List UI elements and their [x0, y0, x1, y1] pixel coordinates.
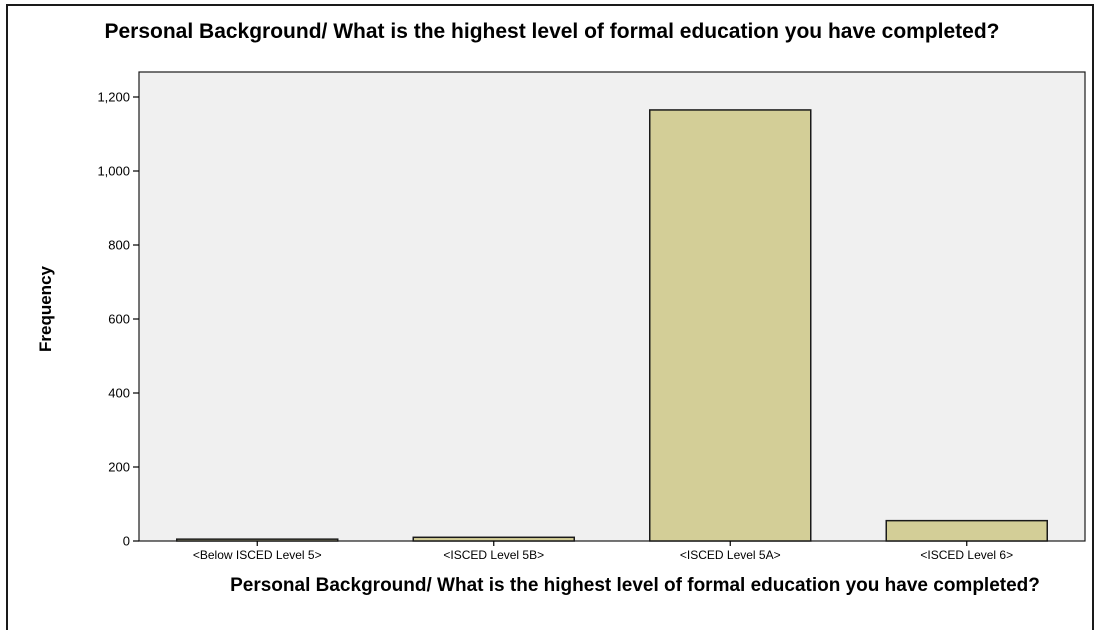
- y-tick-label: 800: [108, 238, 130, 253]
- chart-frame: [6, 4, 1094, 630]
- x-axis: <Below ISCED Level 5> <ISCED Level 5B> <IS…: [193, 541, 1013, 562]
- chart-title: Personal Background/ What is the highest…: [104, 20, 1000, 43]
- x-axis-title: Personal Background/ What is the highest…: [230, 575, 1040, 596]
- y-tick-label: 1,200: [97, 90, 130, 105]
- x-tick-label: <ISCED Level 6>: [920, 548, 1013, 562]
- x-tick-label: <Below ISCED Level 5>: [193, 548, 322, 562]
- y-tick-label: 0: [123, 534, 130, 549]
- plot-area: [138, 71, 1086, 542]
- y-tick-label: 200: [108, 460, 130, 475]
- x-tick-label: <ISCED Level 5A>: [680, 548, 781, 562]
- y-axis: 0 200 400 600 800 1,000 1,200: [97, 90, 139, 549]
- x-tick-label: <ISCED Level 5B>: [443, 548, 544, 562]
- bar: [885, 519, 1048, 542]
- y-tick-label: 1,000: [97, 164, 130, 179]
- y-tick-label: 400: [108, 386, 130, 401]
- bar: [176, 538, 339, 542]
- bars: [176, 109, 1048, 542]
- bar: [412, 536, 575, 542]
- bar: [649, 109, 812, 542]
- y-tick-label: 600: [108, 312, 130, 327]
